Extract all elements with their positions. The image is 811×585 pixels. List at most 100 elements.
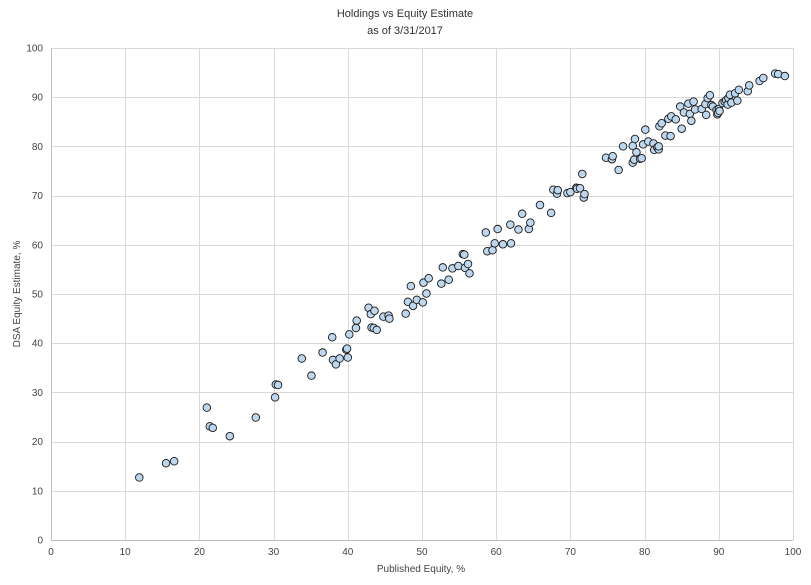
x-tick-label: 100 xyxy=(785,547,802,558)
data-point xyxy=(677,124,686,133)
x-tick-label: 60 xyxy=(491,547,503,558)
data-point xyxy=(422,289,431,298)
y-tick-label: 40 xyxy=(32,339,44,350)
data-point xyxy=(297,354,307,363)
data-point xyxy=(343,353,353,362)
data-point xyxy=(202,403,212,412)
data-point xyxy=(270,393,280,402)
data-point xyxy=(438,263,448,272)
y-tick-label: 20 xyxy=(32,437,44,448)
data-point xyxy=(580,189,589,199)
x-tick-label: 0 xyxy=(48,547,54,558)
data-point xyxy=(675,102,685,111)
data-point xyxy=(408,301,418,311)
data-point xyxy=(463,259,473,269)
data-point xyxy=(744,81,754,90)
x-tick-label: 20 xyxy=(194,547,206,558)
data-point xyxy=(630,134,640,144)
data-point xyxy=(370,306,379,315)
data-point xyxy=(444,275,453,284)
x-tick-label: 80 xyxy=(639,547,651,558)
tick-labels: 0 10 20 30 40 50 60 70 80 90 100 0 10 20 30 40 50 60 70 80 9… xyxy=(26,44,801,559)
data-point xyxy=(759,73,768,83)
data-point xyxy=(546,208,556,218)
data-point xyxy=(465,269,474,278)
data-point xyxy=(641,125,650,134)
data-point xyxy=(351,323,361,333)
data-point xyxy=(345,330,354,339)
data-point xyxy=(460,250,469,259)
data-point xyxy=(437,279,446,288)
y-tick-label: 60 xyxy=(32,240,44,251)
data-point xyxy=(406,281,416,291)
data-point xyxy=(490,239,499,248)
data-point xyxy=(689,97,698,106)
data-point xyxy=(780,71,790,81)
data-point xyxy=(331,360,341,369)
data-point xyxy=(506,220,515,229)
data-point xyxy=(618,142,628,151)
data-point xyxy=(169,457,179,466)
data-point xyxy=(733,96,742,105)
data-point xyxy=(493,224,502,234)
data-point xyxy=(488,245,497,255)
x-tick-label: 50 xyxy=(416,547,428,558)
data-point xyxy=(535,200,545,210)
data-point xyxy=(385,314,394,323)
data-point xyxy=(342,344,352,353)
y-axis-label: DSA Equity Estimate, % xyxy=(12,241,23,348)
data-point xyxy=(578,169,587,179)
data-point xyxy=(335,354,344,363)
x-tick-label: 40 xyxy=(342,547,354,558)
data-point xyxy=(307,371,316,380)
data-point xyxy=(687,116,696,126)
data-point xyxy=(734,85,744,95)
data-point xyxy=(208,423,218,433)
data-point xyxy=(161,458,171,468)
data-point xyxy=(327,333,337,342)
data-point xyxy=(514,225,523,234)
data-point xyxy=(671,115,681,124)
y-tick-label: 90 xyxy=(32,93,44,104)
data-point xyxy=(632,148,641,157)
y-tick-label: 70 xyxy=(32,191,44,202)
data-point xyxy=(424,274,433,283)
data-point xyxy=(705,90,715,100)
data-point xyxy=(608,151,617,161)
data-point xyxy=(225,431,235,441)
data-point xyxy=(506,239,516,248)
y-tick-label: 100 xyxy=(26,44,43,55)
data-point xyxy=(666,131,675,141)
data-point xyxy=(418,298,427,307)
x-tick-label: 90 xyxy=(713,547,725,558)
data-point xyxy=(701,110,711,120)
data-point xyxy=(637,153,646,163)
data-point xyxy=(575,183,585,193)
x-tick-label: 10 xyxy=(120,547,132,558)
data-point xyxy=(481,228,491,237)
x-axis-label: Published Equity, % xyxy=(377,564,465,575)
data-point xyxy=(401,309,410,318)
y-tick-label: 0 xyxy=(37,536,43,547)
chart-subtitle: as of 3/31/2017 xyxy=(367,25,443,37)
data-point xyxy=(135,473,144,482)
y-tick-label: 50 xyxy=(32,290,44,301)
x-tick-label: 70 xyxy=(565,547,577,558)
data-point xyxy=(517,209,527,219)
data-point xyxy=(614,165,623,175)
y-tick-label: 80 xyxy=(32,142,44,153)
data-point xyxy=(273,380,283,390)
data-point xyxy=(654,142,663,151)
grid-lines xyxy=(51,48,794,541)
axes xyxy=(51,48,793,541)
data-point xyxy=(251,413,261,422)
data-points xyxy=(135,69,790,482)
data-point xyxy=(657,119,666,128)
data-point xyxy=(715,106,724,116)
data-point xyxy=(352,316,361,325)
data-point xyxy=(498,240,508,249)
x-tick-label: 30 xyxy=(268,547,280,558)
data-point xyxy=(318,348,327,357)
